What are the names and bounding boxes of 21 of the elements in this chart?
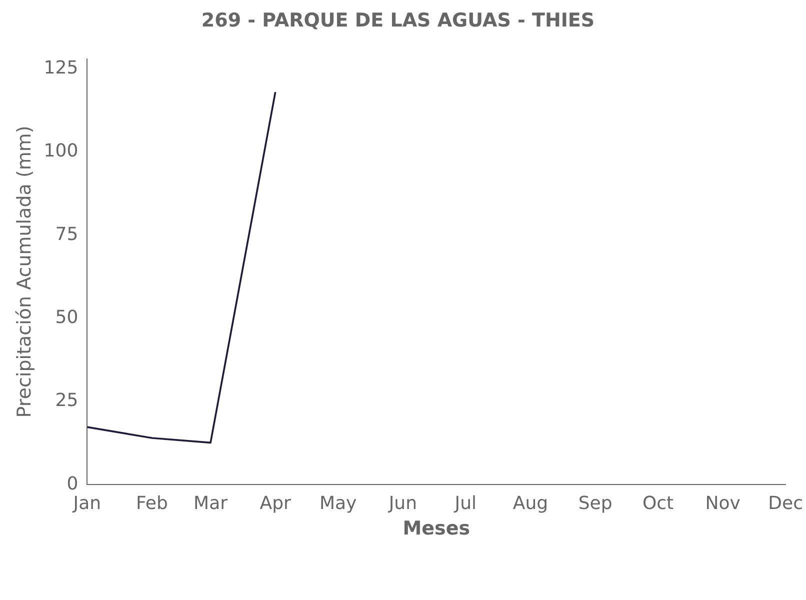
- x-axis-title: Meses: [402, 518, 470, 540]
- x-tick-label: Sep: [578, 493, 612, 514]
- x-tick-label: Mar: [194, 493, 228, 514]
- y-tick-label: 75: [55, 224, 78, 245]
- y-axis-title: Precipitación Acumulada (mm): [13, 126, 36, 418]
- x-tick-label: Jul: [454, 493, 477, 514]
- x-tick-label: May: [319, 493, 358, 514]
- x-tick-label: Nov: [705, 493, 741, 514]
- y-tick-label: 50: [55, 306, 78, 328]
- x-tick-label: Oct: [642, 493, 674, 514]
- x-tick-label: Aug: [512, 493, 548, 514]
- y-tick-label: 0: [66, 473, 78, 494]
- y-tick-label: 25: [55, 390, 78, 412]
- x-tick-label: Dec: [768, 493, 804, 514]
- chart-title: 269 - PARQUE DE LAS AGUAS - THIES: [201, 9, 595, 32]
- x-tick-label: Apr: [260, 493, 292, 514]
- y-tick-label: 125: [44, 57, 78, 78]
- y-tick-label: 100: [44, 140, 78, 162]
- x-tick-label: Feb: [136, 493, 168, 514]
- x-tick-label: Jan: [72, 493, 102, 514]
- x-tick-label: Jun: [388, 493, 417, 514]
